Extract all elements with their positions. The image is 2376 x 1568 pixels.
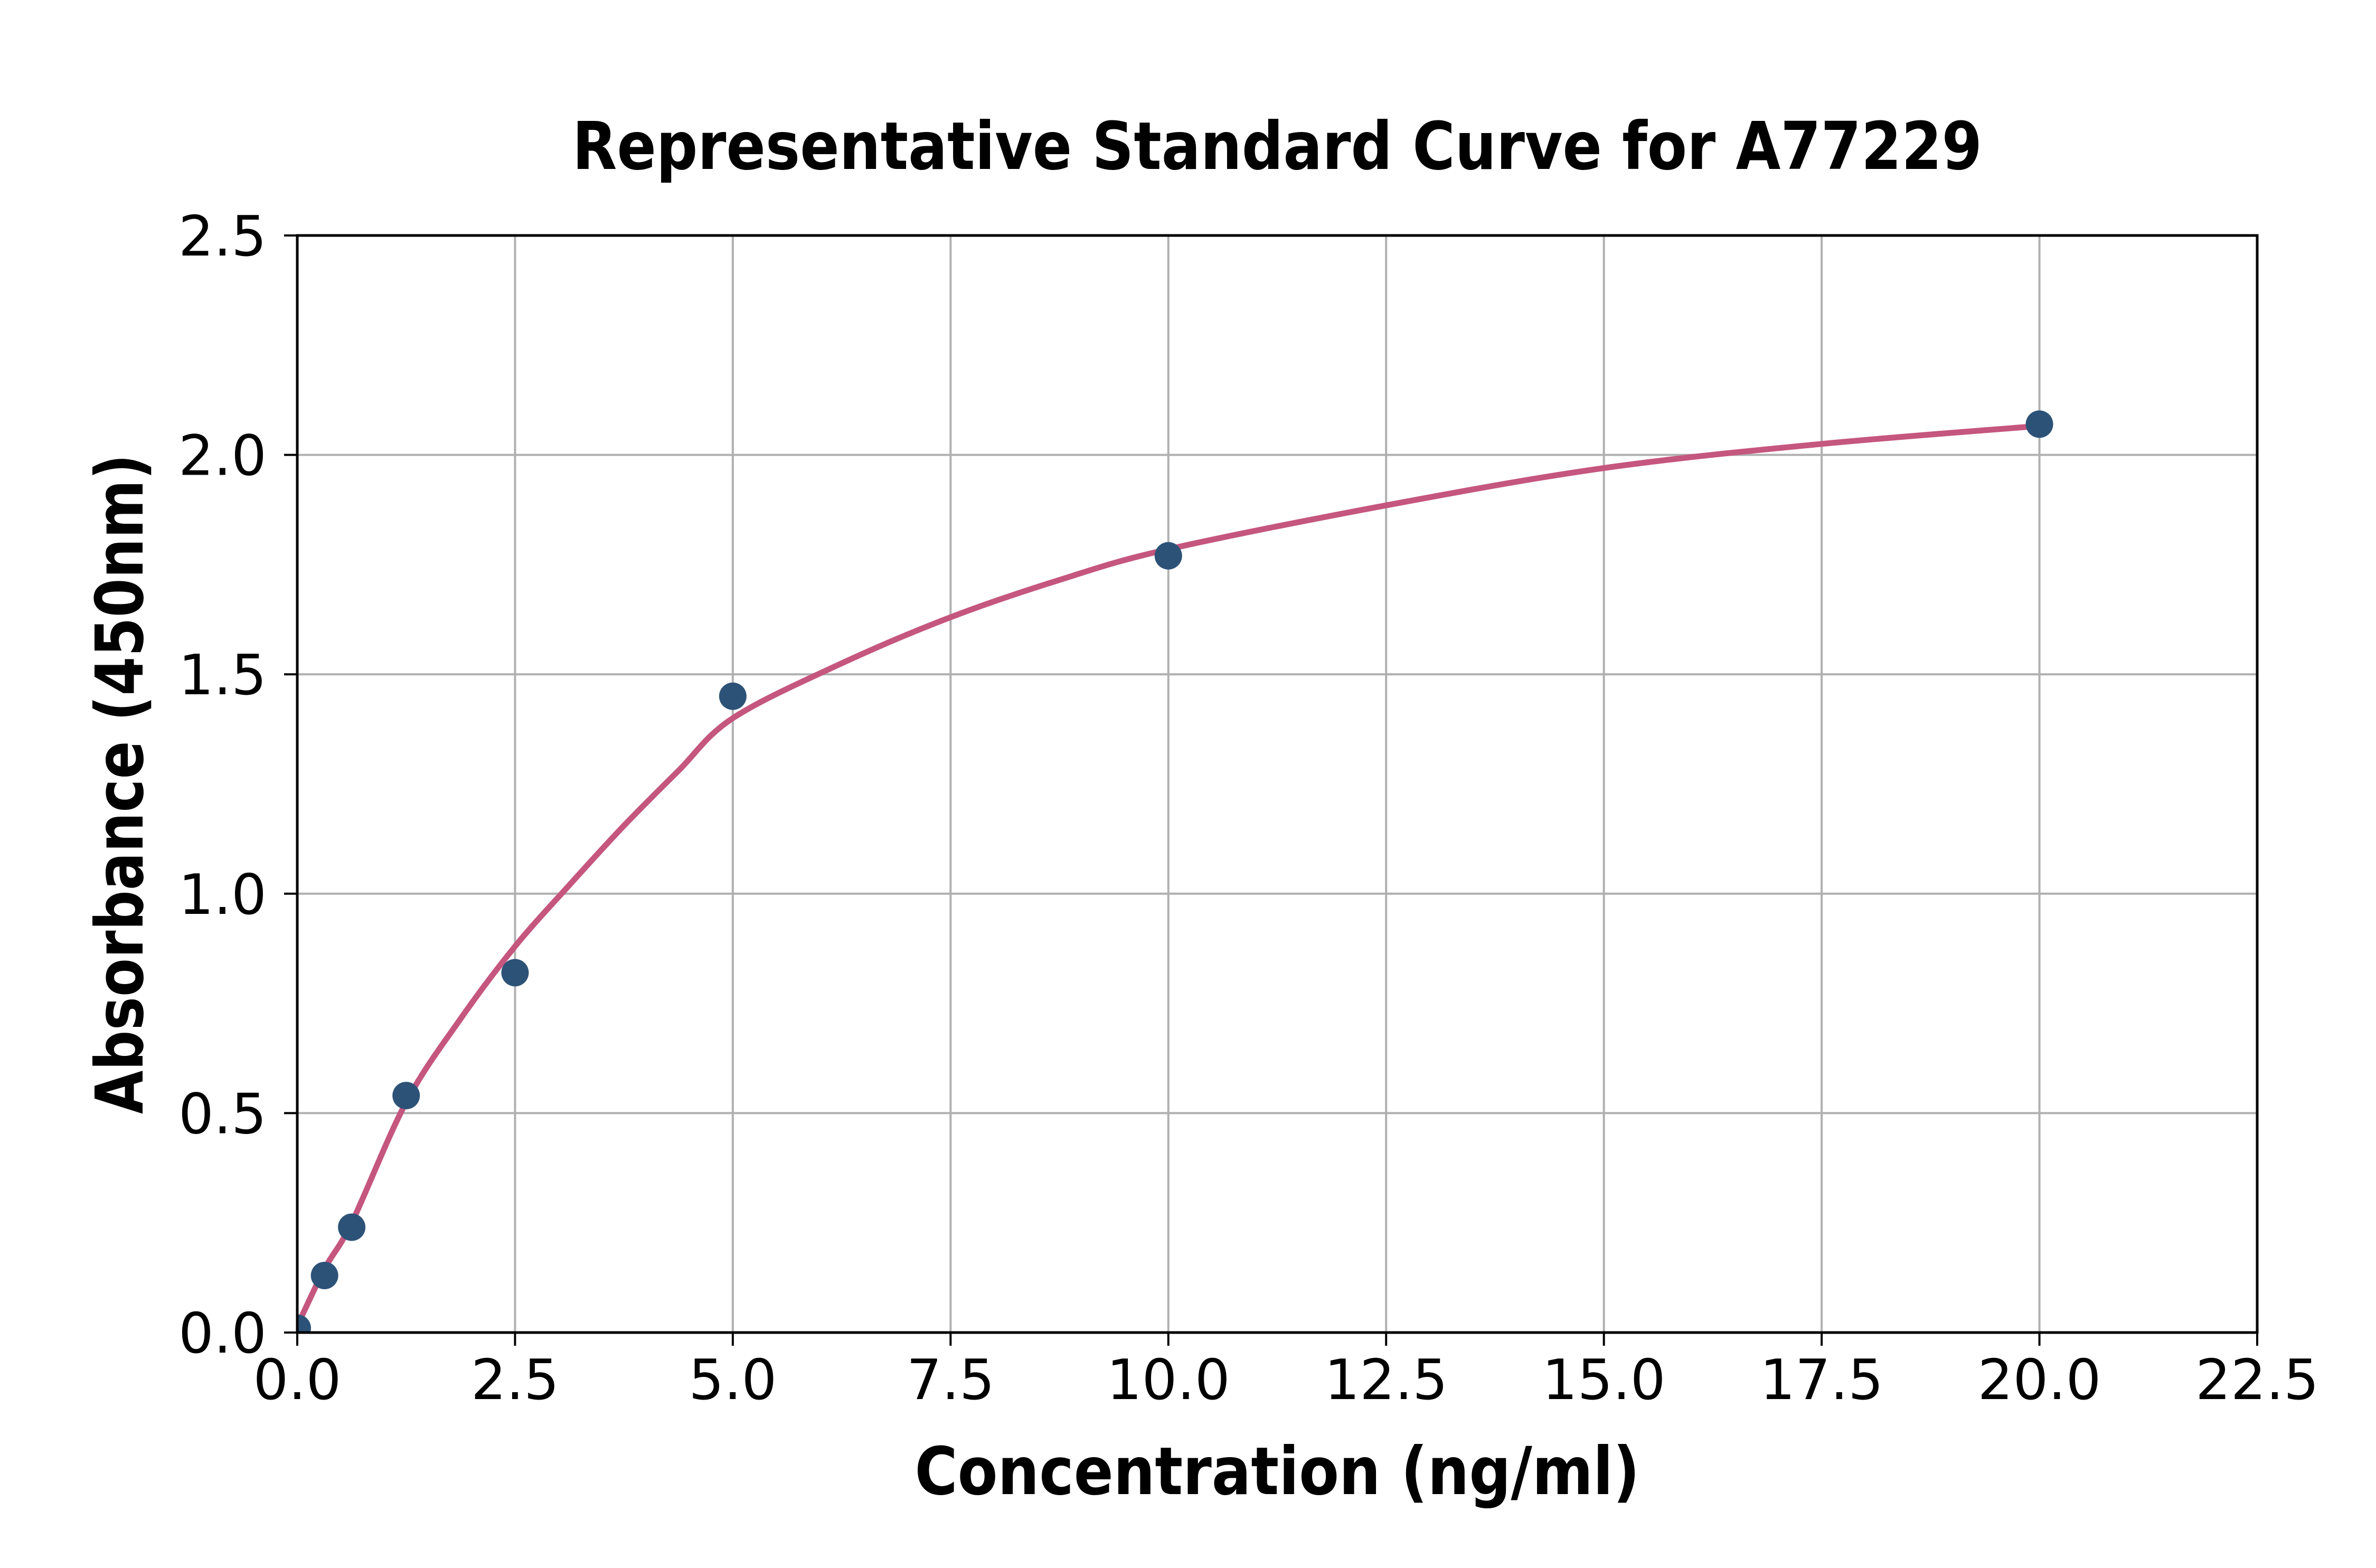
fit-curve: [297, 423, 2043, 1329]
y-tick-label: 2.5: [178, 204, 267, 269]
x-tick-label: 7.5: [907, 1348, 995, 1412]
y-tick-label: 1.5: [178, 643, 267, 707]
chart-title: Representative Standard Curve for A77229: [572, 108, 1982, 185]
y-axis-label: Absorbance (450nm): [82, 454, 158, 1114]
data-point: [338, 1213, 366, 1241]
axis-layer: [284, 234, 2259, 1346]
data-point: [2025, 410, 2053, 438]
y-tick-label: 1.0: [178, 863, 267, 927]
x-tick-label: 22.5: [2195, 1348, 2319, 1412]
data-point: [501, 959, 529, 987]
x-axis-label: Concentration (ng/ml): [915, 1433, 1640, 1510]
x-tick-label: 5.0: [689, 1348, 777, 1412]
y-tick-label: 0.0: [178, 1301, 267, 1366]
x-tick-label: 10.0: [1107, 1348, 1230, 1412]
grid-layer: [296, 234, 2258, 1334]
tick-label-layer: 0.0 2.5 5.0 7.5 10.0 12.5 15.0 17.5 20.0 22.5 0.0 0…: [178, 204, 2319, 1412]
data-point: [1154, 542, 1182, 570]
x-tick-label: 2.5: [471, 1348, 559, 1412]
plot-border: [296, 234, 2259, 1334]
y-tick-label: 0.5: [178, 1082, 267, 1146]
y-tick-label: 2.0: [178, 424, 267, 488]
x-tick-label: 17.5: [1760, 1348, 1883, 1412]
data-point: [310, 1261, 338, 1289]
data-layer: [297, 410, 2053, 1333]
x-tick-label: 0.0: [253, 1348, 342, 1412]
x-tick-label: 20.0: [1978, 1348, 2101, 1412]
data-point: [392, 1082, 420, 1110]
data-point: [719, 682, 747, 710]
x-tick-label: 12.5: [1324, 1348, 1448, 1412]
x-tick-label: 15.0: [1542, 1348, 1666, 1412]
data-point: [297, 1314, 311, 1333]
